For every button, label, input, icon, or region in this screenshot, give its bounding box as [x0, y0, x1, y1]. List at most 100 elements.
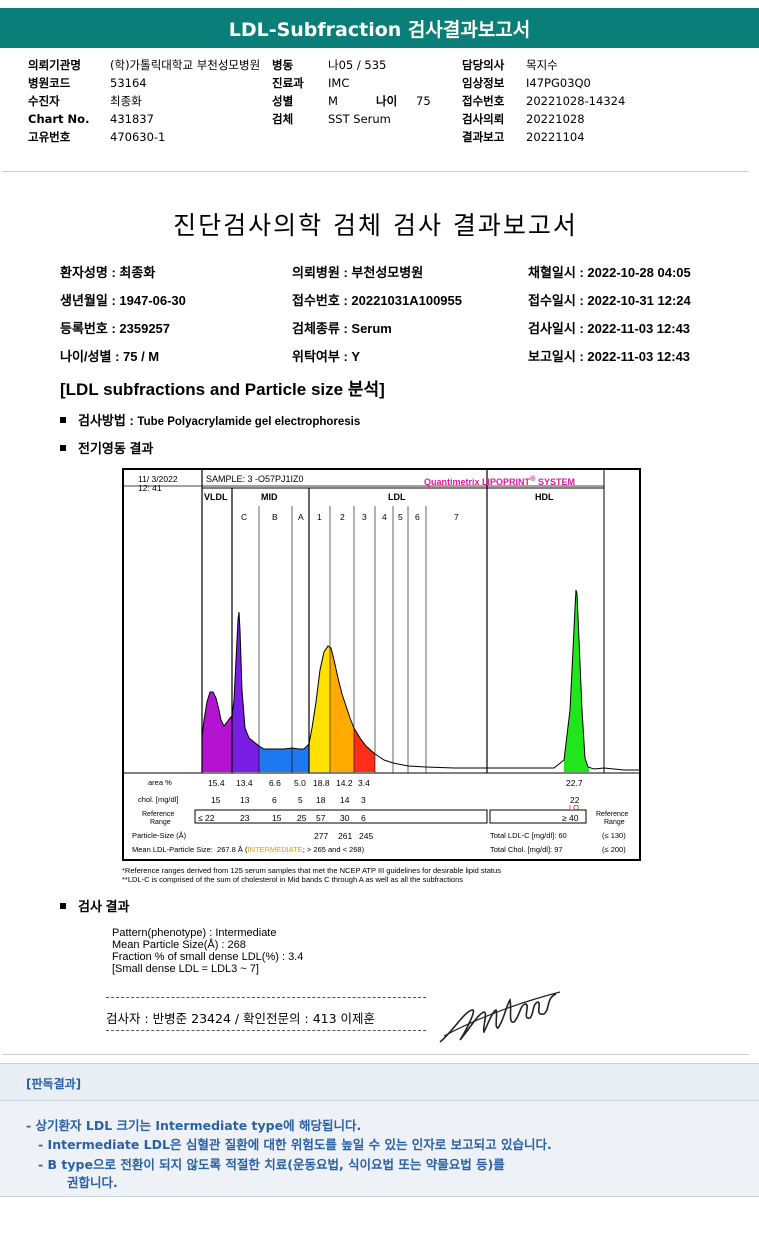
- chol-val: 15: [211, 795, 221, 805]
- area-val: 5.0: [294, 778, 306, 788]
- group-ldl: LDL: [388, 492, 406, 502]
- mean-label: Mean LDL-Particle Size:: [132, 845, 213, 854]
- area-val: 14.2: [336, 778, 353, 788]
- chol-val: 14: [340, 795, 350, 805]
- ref-val-hdl: ≥ 40: [562, 813, 579, 823]
- hdr-value: I47PG03Q0: [526, 76, 591, 90]
- chol-label: chol. [mg/dl]: [138, 795, 179, 804]
- receipt-time: 접수일시 : 2022-10-31 12:24: [528, 293, 691, 308]
- band-lines: [124, 470, 639, 824]
- referring-hospital: 의뢰병원 : 부천성모병원: [292, 265, 424, 280]
- band-1: 1: [317, 512, 322, 522]
- brand-tail: SYSTEM: [535, 477, 576, 487]
- band-6: 6: [415, 512, 420, 522]
- hdr-value: 470630-1: [110, 130, 166, 144]
- ps-val: 277: [314, 831, 329, 841]
- total-chol-ref: (≤ 200): [602, 845, 626, 854]
- specimen-type: 검체종류 : Serum: [292, 321, 392, 336]
- interpretation-heading: [판독결과]: [26, 1077, 82, 1091]
- hdr-value: SST Serum: [328, 112, 391, 126]
- registration-no: 등록번호 : 2359257: [60, 321, 171, 336]
- mean-value: 267.8 Å (: [217, 845, 248, 854]
- chart-brand: Quantimetrix LIPOPRINT® SYSTEM: [424, 474, 575, 487]
- bullet-icon: [60, 416, 66, 423]
- ref-right-2: Range: [604, 819, 625, 826]
- peak-fills: [202, 590, 589, 772]
- interpretation-line-2: - Intermediate LDL은 심혈관 질환에 대한 위험도를 높일 수…: [38, 1137, 552, 1152]
- hdr-label: 담당의사: [462, 58, 505, 72]
- chol-val: 6: [272, 795, 277, 805]
- hdr-value: 20221028-14324: [526, 94, 626, 108]
- ref-val: 30: [340, 813, 350, 823]
- method-value: Tube Polyacrylamide gel electrophoresis: [137, 416, 361, 428]
- group-vldl: VLDL: [204, 492, 228, 502]
- header-col-2: 병동 나05 / 535 진료과 IMC 성별 M 나이 75 검체 SST Serum: [272, 56, 431, 128]
- ps-val: 245: [359, 831, 374, 841]
- report-title: 진단검사의학 검체 검사 결과보고서: [173, 211, 578, 240]
- group-mid: MID: [261, 492, 278, 502]
- header-col-1: 의뢰기관명 (학)가톨릭대학교 부천성모병원 병원코드 53164 수진자 최종화 C…: [28, 56, 260, 146]
- hdr-value: M: [328, 94, 338, 108]
- report-document: 진단검사의학 검체 검사 결과보고서 환자성명 : 최종화 의뢰병원 : 부천성…: [2, 171, 749, 1055]
- interpretation-body: - 상기환자 LDL 크기는 Intermediate type에 해당됩니다.…: [0, 1101, 759, 1197]
- hdr-label: 검체: [272, 112, 294, 126]
- signature-line-bottom: [106, 1030, 426, 1031]
- hdr-label: 고유번호: [28, 130, 71, 144]
- area-label: area %: [148, 778, 172, 787]
- particle-size-label: Particle-Size (Å): [132, 831, 187, 840]
- chol-val-hdl: 22: [570, 795, 580, 805]
- test-time: 검사일시 : 2022-11-03 12:43: [528, 321, 691, 336]
- hdr-label: 결과보고: [462, 130, 505, 144]
- hdr-label: 병원코드: [28, 76, 71, 90]
- chol-hdl-flag: LO: [569, 803, 580, 812]
- consignment: 위탁여부 : Y: [292, 349, 361, 364]
- section-title: [LDL subfractions and Particle size 분석]: [60, 380, 385, 399]
- area-val: 15.4: [208, 778, 225, 788]
- collection-time: 채혈일시 : 2022-10-28 04:05: [528, 265, 691, 280]
- peak-fill-2: [259, 744, 309, 772]
- hdr-label: Chart No.: [28, 112, 90, 126]
- ref-label-1: Reference: [142, 811, 175, 818]
- brand-text: Quantimetrix LIPOPRINT: [424, 477, 531, 487]
- interpretation-line-1: - 상기환자 LDL 크기는 Intermediate type에 해당됩니다.: [26, 1118, 362, 1133]
- electro-line: 전기영동 결과: [60, 438, 153, 457]
- bullet-icon: [60, 902, 66, 909]
- brand-reg: ®: [530, 474, 536, 483]
- chart-time: 12: 41: [138, 483, 162, 493]
- area-val: 6.6: [269, 778, 281, 788]
- hdr-value: 나05 / 535: [328, 58, 387, 72]
- signature-line-top: [106, 997, 426, 998]
- hdr-value: IMC: [328, 76, 350, 90]
- electrophoresis-chart: 11/ 3/2022 12: 41 SAMPLE: 3 -O57PJ1IZ0 Q…: [122, 468, 641, 861]
- interpretation-line-4: 권합니다.: [67, 1175, 118, 1190]
- group-hdl: HDL: [535, 492, 554, 502]
- birth-date: 생년월일 : 1947-06-30: [60, 293, 186, 308]
- chart-sample: SAMPLE: 3 -O57PJ1IZ0: [206, 474, 304, 484]
- hdr-label: 나이: [376, 94, 398, 108]
- hdr-value: 목지수: [526, 58, 558, 72]
- header-col-3: 담당의사 목지수 임상정보 I47PG03Q0 접수번호 20221028-14324…: [462, 56, 625, 146]
- hdr-value: 20221104: [526, 130, 585, 144]
- area-val-hdl: 22.7: [566, 778, 583, 788]
- mean-size-line: Mean LDL-Particle Size: 267.8 Å (INTERME…: [132, 845, 364, 854]
- chart-svg: [124, 470, 639, 824]
- chol-val: 3: [361, 795, 366, 805]
- area-val: 3.4: [358, 778, 370, 788]
- accession-no: 접수번호 : 20221031A100955: [292, 293, 463, 308]
- result-pattern: Pattern(phenotype) : Intermediate: [112, 927, 277, 939]
- band-b: B: [272, 512, 278, 522]
- interpretation-header: [판독결과]: [0, 1063, 759, 1101]
- page-title: LDL-Subfraction 검사결과보고서: [228, 18, 531, 41]
- method-label: 검사방법 :: [78, 413, 138, 428]
- ref-val: ≤ 22: [198, 813, 215, 823]
- patient-name: 환자성명 : 최종화: [60, 265, 156, 280]
- hdr-label: 진료과: [272, 76, 304, 90]
- method-line: 검사방법 : Tube Polyacrylamide gel electroph…: [60, 410, 360, 429]
- hdr-value: 53164: [110, 76, 147, 90]
- hdr-label: 검사의뢰: [462, 112, 505, 126]
- trace-line: [201, 589, 639, 771]
- footnote-2: **LDL-C is comprised of the sum of chole…: [122, 875, 464, 884]
- mean-flag: INTERMEDIATE: [247, 845, 303, 854]
- result-line: 검사 결과: [60, 896, 129, 915]
- area-val: 13.4: [236, 778, 253, 788]
